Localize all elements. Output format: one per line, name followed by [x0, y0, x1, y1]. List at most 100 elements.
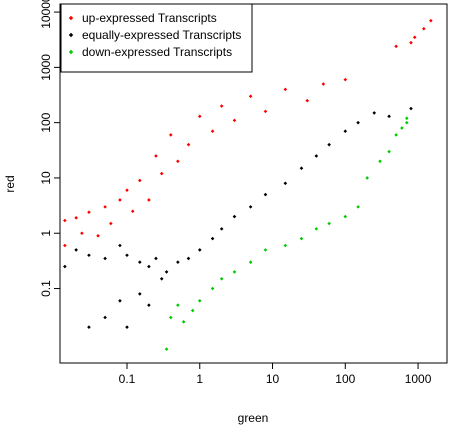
down-expressed-transcripts-point — [404, 116, 409, 121]
down-expressed-transcripts-point — [164, 347, 169, 351]
up-expressed-transcripts-point — [422, 26, 426, 31]
up-expressed-transcripts-point — [321, 82, 326, 86]
equally-expressed-transcripts-point — [118, 243, 122, 248]
up-expressed-transcripts-point — [159, 171, 164, 176]
down-expressed-transcripts-point — [210, 286, 215, 291]
x-tick-label: 0.1 — [119, 372, 136, 386]
up-expressed-transcripts-point — [412, 35, 417, 40]
equally-expressed-transcripts-point — [387, 114, 391, 119]
down-expressed-transcripts-point — [314, 227, 319, 231]
points-layer — [63, 18, 433, 351]
down-expressed-transcripts-point — [394, 133, 398, 137]
up-expressed-transcripts-point — [343, 77, 348, 82]
down-expressed-transcripts-point — [378, 159, 382, 164]
equally-expressed-transcripts-point — [299, 166, 304, 171]
equally-expressed-transcripts-point — [159, 276, 164, 281]
equally-expressed-transcripts-point — [356, 120, 360, 125]
equally-expressed-transcripts-point — [409, 106, 413, 111]
equally-expressed-transcripts-point — [103, 256, 107, 261]
up-expressed-transcripts-point — [154, 154, 158, 158]
equally-expressed-transcripts-point — [186, 256, 191, 261]
y-tick-label: 1000 — [39, 54, 53, 81]
down-expressed-transcripts-point — [400, 126, 404, 130]
up-expressed-transcripts-point — [186, 142, 191, 147]
down-expressed-transcripts-point — [190, 308, 195, 313]
plot-frame — [59, 3, 448, 364]
equally-expressed-transcripts-point — [103, 315, 107, 320]
equally-expressed-transcripts-point — [176, 260, 180, 264]
up-expressed-transcripts-point — [219, 104, 224, 108]
equally-expressed-transcripts-point — [343, 129, 348, 134]
down-expressed-transcripts-point — [263, 248, 268, 252]
up-expressed-transcripts-point — [169, 133, 173, 137]
up-expressed-transcripts-point — [305, 98, 310, 103]
up-expressed-transcripts-point — [118, 198, 122, 202]
up-expressed-transcripts-point — [96, 233, 100, 238]
equally-expressed-transcripts-point — [74, 248, 78, 252]
legend-box — [60, 3, 253, 73]
down-expressed-transcripts-point — [404, 120, 409, 125]
up-expressed-transcripts-point — [176, 159, 180, 164]
y-tick-label: 100 — [39, 112, 53, 132]
equally-expressed-transcripts-point — [138, 292, 142, 296]
up-expressed-transcripts-point — [263, 109, 268, 114]
down-expressed-transcripts-point — [219, 276, 224, 281]
up-expressed-transcripts-point — [125, 188, 129, 193]
equally-expressed-transcripts-point — [248, 205, 253, 209]
down-expressed-transcripts-point — [365, 176, 369, 180]
down-expressed-transcripts-point — [169, 315, 173, 320]
legend-label-down-expressed-transcripts: down-expressed Transcripts — [82, 45, 232, 59]
equally-expressed-transcripts-point — [283, 181, 288, 186]
legend-label-equally-expressed-transcripts: equally-expressed Transcripts — [82, 28, 241, 42]
up-expressed-transcripts-point — [80, 231, 84, 236]
y-tick-label: 1 — [39, 230, 53, 237]
legend-label-up-expressed-transcripts: up-expressed Transcripts — [82, 11, 217, 25]
down-expressed-transcripts-point — [176, 303, 180, 307]
up-expressed-transcripts-point — [74, 216, 78, 220]
up-expressed-transcripts-point — [283, 87, 288, 92]
x-tick-label: 100 — [335, 372, 355, 386]
equally-expressed-transcripts-point — [147, 303, 151, 307]
equally-expressed-transcripts-point — [63, 264, 67, 269]
equally-expressed-transcripts-point — [164, 270, 169, 274]
x-axis-label: green — [238, 411, 269, 425]
equally-expressed-transcripts-point — [372, 111, 377, 115]
up-expressed-transcripts-point — [409, 40, 413, 45]
equally-expressed-transcripts-point — [232, 214, 237, 219]
x-tick-label: 1 — [196, 372, 203, 386]
down-expressed-transcripts-point — [283, 243, 288, 248]
equally-expressed-transcripts-point — [314, 154, 319, 158]
equally-expressed-transcripts-point — [197, 248, 202, 252]
up-expressed-transcripts-point — [103, 205, 107, 209]
equally-expressed-transcripts-point — [210, 236, 215, 241]
up-expressed-transcripts-point — [109, 221, 113, 226]
y-tick-label: 0.1 — [39, 280, 53, 297]
up-expressed-transcripts-point — [429, 18, 433, 23]
up-expressed-transcripts-point — [147, 198, 151, 202]
legend: up-expressed Transcripts equally-expresse… — [60, 3, 253, 73]
x-tick-label: 10 — [266, 372, 280, 386]
y-axis-label: red — [3, 175, 17, 192]
up-expressed-transcripts-point — [130, 209, 135, 214]
equally-expressed-transcripts-point — [154, 256, 158, 261]
down-expressed-transcripts-point — [343, 214, 348, 219]
equally-expressed-transcripts-point — [118, 299, 122, 303]
down-expressed-transcripts-point — [299, 236, 304, 241]
y-axis: 0.1 1 10 100 1000 10000 — [39, 0, 60, 297]
up-expressed-transcripts-point — [210, 129, 215, 134]
down-expressed-transcripts-point — [181, 320, 186, 324]
equally-expressed-transcripts-point — [327, 142, 331, 147]
legend-marker-down-expressed-transcripts — [68, 49, 74, 55]
down-expressed-transcripts-point — [197, 299, 202, 303]
equally-expressed-transcripts-point — [263, 192, 268, 197]
equally-expressed-transcripts-point — [138, 260, 142, 264]
up-expressed-transcripts-point — [248, 94, 253, 99]
down-expressed-transcripts-point — [248, 260, 253, 264]
up-expressed-transcripts-point — [63, 243, 67, 248]
up-expressed-transcripts-point — [63, 218, 67, 223]
down-expressed-transcripts-point — [327, 221, 331, 226]
equally-expressed-transcripts-point — [147, 264, 151, 269]
legend-marker-equally-expressed-transcripts — [68, 32, 74, 38]
y-tick-label: 10 — [39, 171, 53, 185]
up-expressed-transcripts-point — [394, 44, 398, 49]
